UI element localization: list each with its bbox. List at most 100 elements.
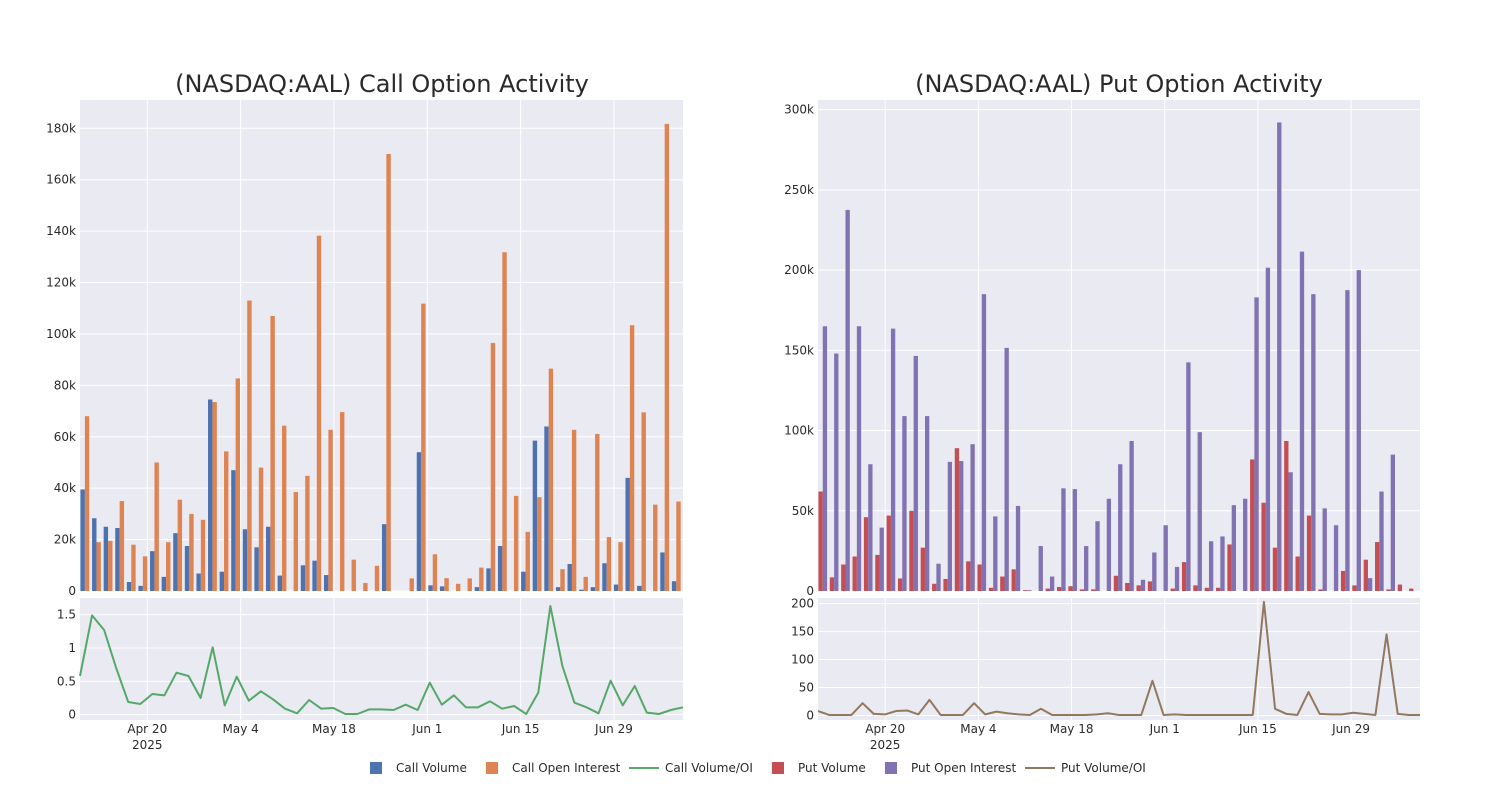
call-y-tick-label: 60k (54, 430, 76, 444)
put-open-interest-bar (856, 326, 862, 591)
put-open-interest-bar (1140, 579, 1146, 591)
put-volume-bar (852, 556, 857, 591)
call-open-interest-bar (166, 542, 171, 591)
put-volume-bar (1045, 588, 1050, 591)
put-open-interest-bar (1129, 440, 1134, 591)
put-volume-bar (1113, 575, 1119, 591)
put-open-interest-bar (1061, 488, 1066, 591)
call-ratio-y-tick-label: 0 (68, 708, 76, 722)
call-x-tick-label: Jun 15 (501, 722, 540, 736)
put-open-interest-bar (1345, 290, 1350, 591)
legend-swatch (370, 762, 382, 774)
call-volume-bar (277, 575, 283, 591)
call-ratio-y-tick-label: 1 (68, 641, 76, 655)
call-open-interest-bar (84, 416, 90, 591)
put-volume-bar (1352, 585, 1357, 591)
put-open-interest-bar (822, 326, 828, 591)
call-open-interest-bar (479, 567, 484, 591)
call-volume-bar (219, 571, 225, 591)
put-volume-bar (1091, 589, 1096, 591)
put-volume-bar (1261, 502, 1266, 591)
call-open-interest-bar (96, 542, 101, 591)
legend: Call Volume Call Open Interest Call Volume… (370, 761, 1146, 775)
call-volume-bar (161, 576, 167, 591)
put-open-interest-bar (1379, 491, 1384, 591)
call-open-interest-bar (595, 433, 600, 591)
put-ratio-y-tick-label: 0 (806, 709, 814, 723)
call-x-tick-label: May 18 (312, 722, 356, 736)
call-x-tick-label: Jun 1 (411, 722, 442, 736)
legend-item-label: Put Open Interest (911, 761, 1017, 775)
call-open-interest-bar (629, 325, 635, 591)
put-open-interest-bar (1243, 498, 1248, 591)
call-open-interest-bar (409, 578, 414, 591)
put-open-interest-bar (1254, 297, 1259, 591)
put-x-tick-label: Apr 20 (865, 722, 905, 736)
call-volume-bar (613, 584, 619, 591)
put-open-interest-bar (993, 516, 998, 591)
call-volume-bar (671, 581, 677, 591)
call-volume-bar (80, 489, 85, 591)
call-volume-bar (173, 533, 178, 591)
call-open-interest-bar (525, 531, 530, 591)
call-open-interest-bar (664, 123, 670, 591)
put-open-interest-bar (890, 328, 896, 591)
put-volume-bar (1147, 581, 1153, 591)
put-ratio-plot-area (818, 598, 1420, 720)
call-plot-area (80, 100, 683, 591)
call-open-interest-bar (432, 554, 438, 591)
call-x-year-label: 2025 (132, 738, 163, 752)
put-volume-bar (966, 561, 971, 591)
put-volume-bar (1375, 542, 1380, 591)
put-volume-bar (1011, 569, 1016, 591)
call-open-interest-bar (154, 462, 159, 591)
call-open-interest-bar (571, 429, 577, 591)
call-open-interest-bar (305, 475, 310, 591)
call-open-interest-bar (618, 542, 623, 591)
put-y-tick-label: 100k (784, 424, 814, 438)
put-open-interest-bar (1367, 578, 1373, 591)
put-open-interest-bar (1118, 464, 1123, 591)
call-y-tick-label: 20k (54, 533, 76, 547)
put-volume-bar (1250, 459, 1255, 591)
put-open-interest-bar (1197, 432, 1202, 591)
call-volume-bar (416, 452, 422, 591)
put-open-interest-bar (1277, 122, 1282, 592)
call-volume-bar (184, 546, 190, 591)
put-volume-bar (1284, 440, 1289, 591)
put-open-interest-bar (1163, 525, 1168, 591)
put-open-interest-bar (1231, 505, 1236, 591)
call-open-interest-bar (455, 583, 461, 591)
call-open-interest-bar (467, 578, 472, 591)
put-volume-bar (886, 515, 891, 591)
put-volume-bar (1318, 589, 1323, 591)
put-y-tick-label: 0 (806, 584, 814, 598)
call-open-interest-bar (212, 402, 217, 591)
put-open-interest-bar (1356, 270, 1361, 591)
call-open-interest-bar (108, 540, 113, 591)
call-volume-bar (92, 518, 97, 591)
put-open-interest-bar (981, 294, 987, 591)
call-volume-bar (497, 546, 503, 591)
call-y-tick-label: 120k (46, 276, 76, 290)
put-volume-bar (1397, 584, 1403, 591)
call-volume-bar (126, 582, 132, 591)
put-open-interest-bar (1027, 590, 1032, 591)
call-open-interest-bar (247, 300, 252, 591)
legend-swatch (772, 762, 784, 774)
call-volume-bar (242, 529, 248, 591)
call-ratio-plot-area (80, 598, 683, 720)
put-volume-bar (1170, 588, 1175, 591)
call-volume-bar (602, 563, 607, 591)
call-volume-bar (555, 587, 561, 591)
put-volume-bar (943, 578, 948, 591)
call-volume-bar (579, 589, 584, 591)
call-open-interest-bar (363, 583, 368, 591)
call-open-interest-bar (270, 315, 275, 591)
put-open-interest-bar (1084, 546, 1089, 591)
put-volume-bar (954, 448, 960, 591)
call-open-interest-bar (537, 497, 542, 591)
put-volume-bar (1022, 590, 1028, 591)
put-volume-bar (909, 510, 914, 591)
